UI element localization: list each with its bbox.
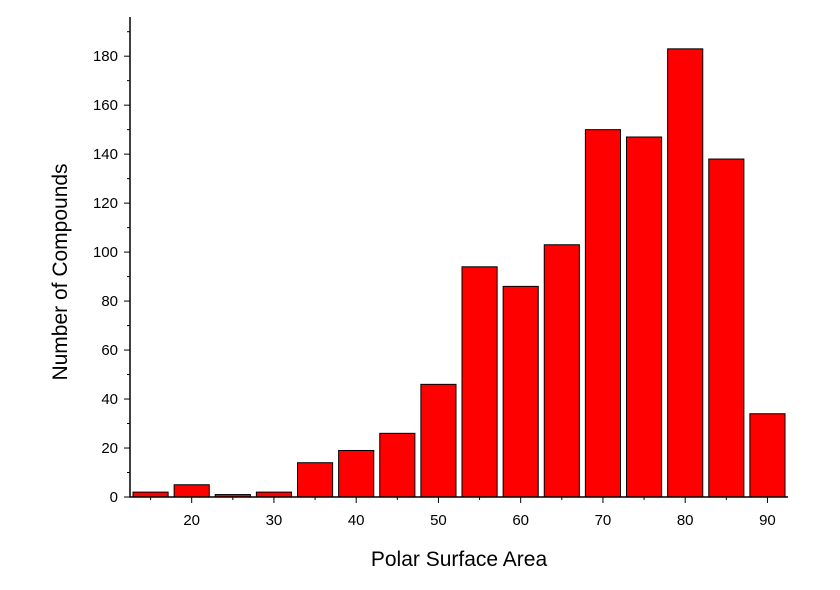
- y-tick-label-120: 120: [93, 195, 118, 212]
- bar-90: [749, 413, 786, 498]
- bar-80: [667, 48, 704, 498]
- x-tick-label-40: 40: [348, 512, 365, 529]
- y-tick-label-160: 160: [93, 97, 118, 114]
- x-tick-label-30: 30: [266, 512, 283, 529]
- bar-70: [584, 129, 622, 498]
- x-tick-label-70: 70: [595, 512, 612, 529]
- bar-40: [338, 449, 375, 498]
- bar-35: [297, 462, 334, 498]
- x-tick-label-50: 50: [430, 512, 447, 529]
- x-tick-label-60: 60: [512, 512, 529, 529]
- y-tick-label-60: 60: [101, 342, 118, 359]
- bars-group: [132, 48, 786, 498]
- bar-85: [708, 158, 745, 498]
- bar-45: [379, 432, 416, 498]
- y-tick-label-100: 100: [93, 244, 118, 261]
- bar-60: [502, 285, 539, 498]
- axes-group: 0 20 40 60 80 100 120 140 160 180 20 30 40 50 60 70 80 90: [93, 17, 788, 529]
- x-tick-label-80: 80: [677, 512, 694, 529]
- bar-50: [420, 383, 457, 498]
- y-axis-title: Number of Compounds: [49, 163, 72, 380]
- y-tick-label-180: 180: [93, 48, 118, 65]
- bar-65: [543, 244, 580, 498]
- y-tick-label-0: 0: [110, 489, 118, 506]
- x-tick-label-90: 90: [759, 512, 776, 529]
- y-tick-label-40: 40: [101, 391, 118, 408]
- y-tick-label-140: 140: [93, 146, 118, 163]
- bar-75: [626, 136, 663, 498]
- bar-20: [173, 484, 210, 498]
- y-tick-label-80: 80: [101, 293, 118, 310]
- y-tick-label-20: 20: [101, 440, 118, 457]
- bar-55: [461, 266, 498, 498]
- x-tick-label-20: 20: [183, 512, 200, 529]
- x-axis-title: Polar Surface Area: [371, 548, 548, 571]
